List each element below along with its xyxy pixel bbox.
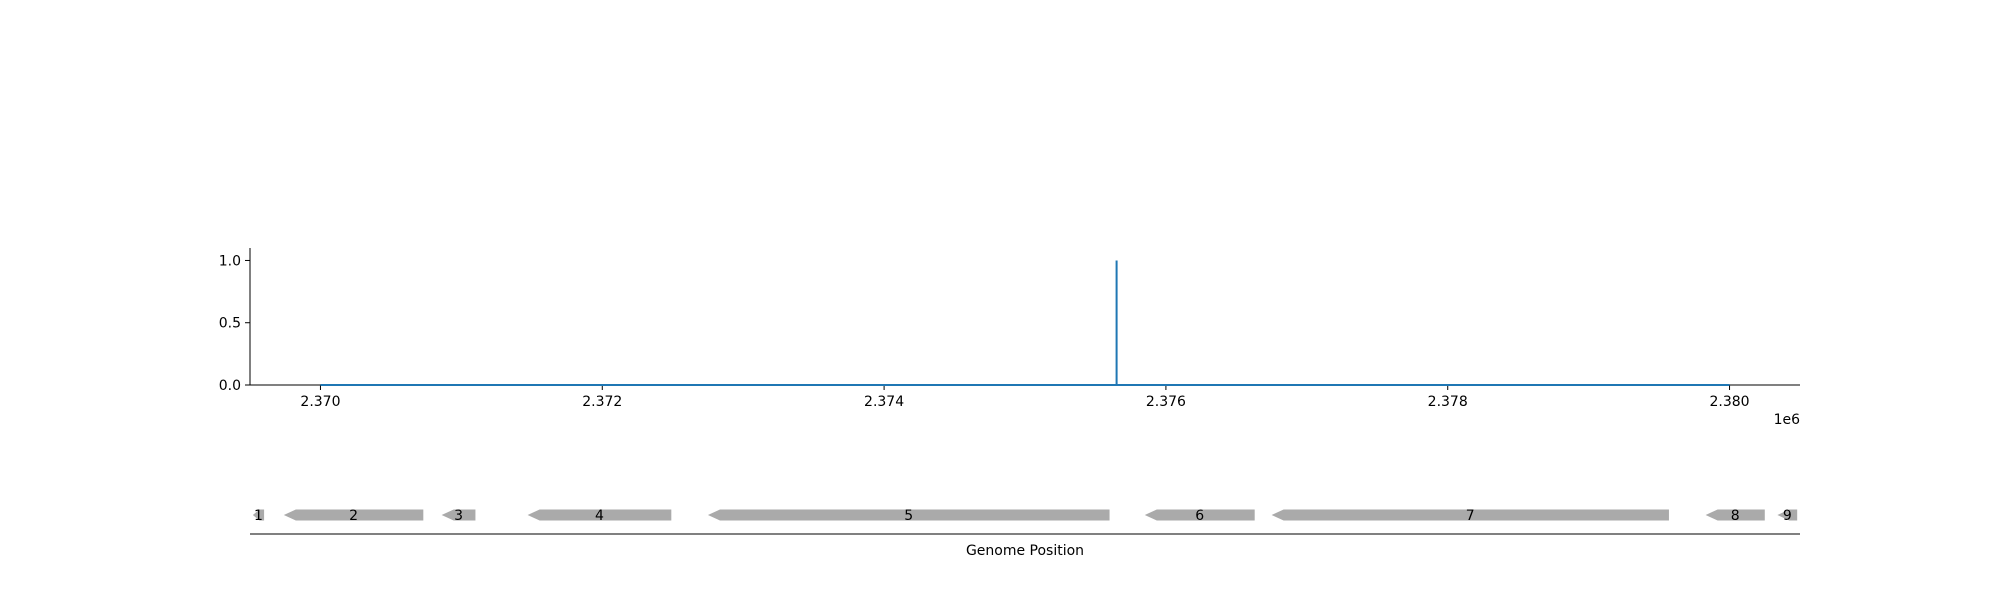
gene-track-panel: 1 2 3 4 5 6 7 8 9 Genome Position bbox=[250, 508, 1800, 559]
gene-arrow bbox=[441, 509, 476, 521]
gene-label: 3 bbox=[454, 508, 463, 524]
gene-label: 4 bbox=[595, 508, 604, 524]
y-tick-label: 0.0 bbox=[219, 378, 241, 394]
gene-label: 1 bbox=[254, 508, 263, 524]
gene-arrow bbox=[283, 509, 424, 521]
gene-label: 6 bbox=[1195, 508, 1204, 524]
gene-label: 8 bbox=[1731, 508, 1740, 524]
x-tick-label: 2.378 bbox=[1428, 394, 1468, 410]
gene-label: 7 bbox=[1466, 508, 1475, 524]
y-tick-label: 1.0 bbox=[219, 253, 241, 269]
x-axis-label: Genome Position bbox=[966, 543, 1084, 559]
signal-panel: 0.0 0.5 1.0 2.370 2.372 2.374 2.376 2.378 2.380 1… bbox=[219, 248, 1800, 428]
gene-arrow bbox=[252, 509, 265, 521]
x-tick-label: 2.372 bbox=[582, 394, 622, 410]
gene-label: 5 bbox=[904, 508, 913, 524]
x-tick-label: 2.380 bbox=[1709, 394, 1749, 410]
x-offset-label: 1e6 bbox=[1774, 412, 1801, 428]
gene-arrow bbox=[527, 509, 672, 521]
x-tick-label: 2.370 bbox=[300, 394, 340, 410]
x-tick-label: 2.374 bbox=[864, 394, 904, 410]
gene-arrow bbox=[1144, 509, 1255, 521]
gene-arrow bbox=[1271, 509, 1669, 521]
gene-label: 9 bbox=[1783, 508, 1792, 524]
y-tick-label: 0.5 bbox=[219, 316, 241, 332]
gene-label: 2 bbox=[349, 508, 358, 524]
gene-arrow bbox=[1705, 509, 1765, 521]
gene-arrow bbox=[707, 509, 1110, 521]
signal-series-line bbox=[320, 260, 1730, 386]
gene-arrow bbox=[1777, 509, 1798, 521]
x-tick-label: 2.376 bbox=[1146, 394, 1186, 410]
